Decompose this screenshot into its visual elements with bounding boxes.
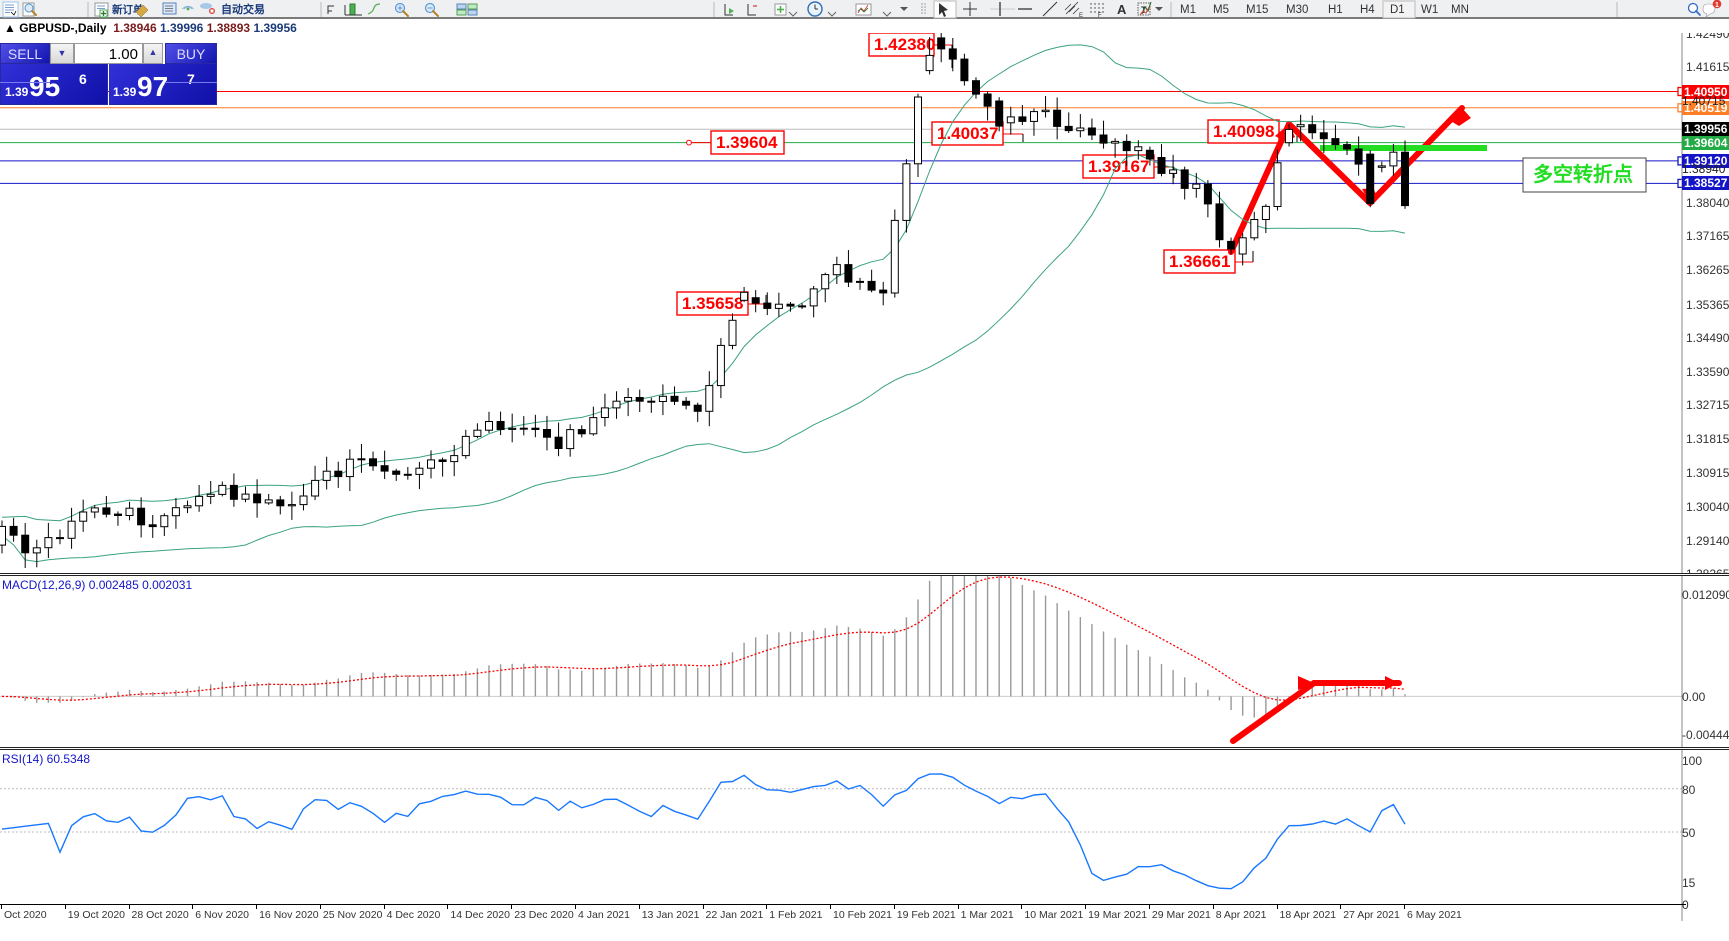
svg-text:F: F	[1098, 13, 1102, 19]
svg-text:多空转折点: 多空转折点	[1533, 162, 1633, 186]
svg-text:A: A	[1117, 2, 1127, 17]
svg-text:1.39604: 1.39604	[716, 133, 778, 152]
svg-text:M30: M30	[1286, 4, 1308, 16]
svg-text:E: E	[1079, 13, 1083, 19]
svg-text:1.35658: 1.35658	[682, 294, 743, 313]
svg-text:W1: W1	[1421, 4, 1438, 16]
svg-text:自动交易: 自动交易	[221, 2, 265, 16]
svg-text:M1: M1	[1180, 4, 1196, 16]
svg-text:D1: D1	[1390, 4, 1405, 16]
svg-text:1.40098: 1.40098	[1213, 122, 1274, 141]
svg-text:M5: M5	[1213, 4, 1229, 16]
svg-text:1.39167: 1.39167	[1088, 157, 1149, 176]
svg-text:1: 1	[1715, 2, 1719, 9]
svg-text:H4: H4	[1360, 4, 1375, 16]
svg-text:H1: H1	[1328, 4, 1343, 16]
svg-text:1.36661: 1.36661	[1169, 252, 1230, 271]
svg-text:1.42380: 1.42380	[874, 35, 935, 54]
svg-text:M15: M15	[1246, 4, 1268, 16]
svg-text:MN: MN	[1451, 4, 1469, 16]
